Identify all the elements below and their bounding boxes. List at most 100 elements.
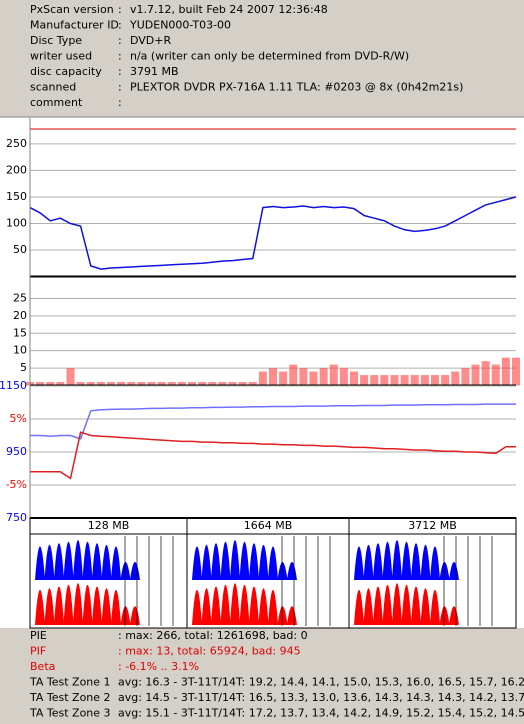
ta-histogram xyxy=(354,540,459,580)
summary-label: PIE xyxy=(30,629,47,642)
y-tick-label: 750 xyxy=(6,511,27,524)
bar xyxy=(46,382,55,386)
info-value: n/a (writer can only be determined from … xyxy=(130,50,409,63)
data-line xyxy=(30,403,516,440)
bar xyxy=(248,382,257,386)
bar xyxy=(329,364,338,386)
data-line xyxy=(29,196,517,270)
y-tick-label: 100 xyxy=(6,216,27,229)
bar xyxy=(400,375,409,386)
data-line xyxy=(30,431,516,480)
bar xyxy=(269,368,277,386)
y2-tick-label: 5% xyxy=(10,412,27,425)
bar xyxy=(339,368,348,386)
bar xyxy=(147,382,156,386)
bar xyxy=(137,382,146,386)
summary-value: avg: 16.3 - 3T-11T/14T: 19.2, 14.4, 14.1… xyxy=(118,676,524,689)
summary-value: avg: 14.5 - 3T-11T/14T: 16.5, 13.3, 13.0… xyxy=(118,691,524,704)
info-value: DVD+R xyxy=(130,34,171,47)
zone-label: 128 MB xyxy=(88,519,130,532)
info-separator: : xyxy=(118,65,122,78)
info-label: writer used xyxy=(30,50,92,63)
bar xyxy=(107,382,115,386)
zone-label: 1664 MB xyxy=(244,519,293,532)
info-separator: : xyxy=(118,34,122,47)
summary-label: TA Test Zone 2 xyxy=(29,691,111,704)
summary-value: avg: 15.1 - 3T-11T/14T: 17.2, 13.7, 13.4… xyxy=(118,707,524,720)
summary-value: : max: 13, total: 65924, bad: 945 xyxy=(118,645,301,658)
bar xyxy=(157,382,166,386)
summary-label: TA Test Zone 3 xyxy=(29,707,111,720)
y-tick-label: 20 xyxy=(13,309,27,322)
ta-histogram xyxy=(192,540,297,580)
info-label: comment xyxy=(30,96,83,109)
bar xyxy=(96,382,105,386)
info-label: disc capacity xyxy=(30,65,102,78)
bar xyxy=(56,382,65,386)
summary-value: : -6.1% .. 3.1% xyxy=(118,660,199,673)
bar xyxy=(309,371,318,386)
bar xyxy=(370,375,379,386)
bar xyxy=(431,375,439,386)
bar xyxy=(420,375,429,386)
bar xyxy=(501,357,510,386)
info-separator: : xyxy=(118,3,122,16)
bar xyxy=(350,371,358,386)
bar xyxy=(218,382,227,386)
bar xyxy=(238,382,247,386)
ta-histogram xyxy=(35,540,140,580)
bar xyxy=(66,368,75,386)
summary-label: Beta xyxy=(30,660,55,673)
y-tick-label: 150 xyxy=(6,190,27,203)
info-label: Disc Type xyxy=(30,34,82,47)
y-tick-label: 5 xyxy=(20,361,27,374)
summary-label: PIF xyxy=(30,645,46,658)
bar xyxy=(117,382,126,386)
info-separator: : xyxy=(118,19,122,32)
y-tick-label: 50 xyxy=(13,243,27,256)
bar xyxy=(76,382,85,386)
bar xyxy=(177,382,186,386)
bar xyxy=(410,375,419,386)
ta-histogram xyxy=(35,583,140,625)
bar xyxy=(390,375,399,386)
bar xyxy=(127,382,136,386)
bar xyxy=(299,368,308,386)
bar xyxy=(279,371,288,386)
y-tick-label: 10 xyxy=(13,344,27,357)
bar xyxy=(451,371,460,386)
bar xyxy=(228,382,237,386)
bar xyxy=(36,382,45,386)
info-value: YUDEN000-T03-00 xyxy=(129,19,231,32)
bar xyxy=(289,364,298,386)
bar xyxy=(188,382,196,386)
y-tick-label: 200 xyxy=(6,163,27,176)
y-tick-label: 15 xyxy=(13,326,27,339)
bar xyxy=(208,382,217,386)
bar xyxy=(441,375,450,386)
bar xyxy=(512,357,520,386)
y-tick-label: 1150 xyxy=(0,379,27,392)
ta-histogram xyxy=(354,583,459,625)
bar xyxy=(491,364,500,386)
info-separator: : xyxy=(118,81,122,94)
y-tick-label: 950 xyxy=(6,445,27,458)
bar xyxy=(471,364,480,386)
info-separator: : xyxy=(118,96,122,109)
info-label: scanned xyxy=(30,81,76,94)
y-tick-label: 250 xyxy=(6,137,27,150)
zone-frame xyxy=(29,517,517,629)
zone-label: 3712 MB xyxy=(408,519,457,532)
info-value: v1.7.12, built Feb 24 2007 12:36:48 xyxy=(130,3,328,16)
info-separator: : xyxy=(118,50,122,63)
summary-label: TA Test Zone 1 xyxy=(29,676,111,689)
y-tick-label: 25 xyxy=(13,291,27,304)
bar xyxy=(380,375,389,386)
ta-histogram xyxy=(192,583,297,625)
info-value: PLEXTOR DVDR PX-716A 1.11 TLA: #0203 @ 8… xyxy=(130,81,463,94)
bar xyxy=(258,371,267,386)
info-label: Manufacturer ID xyxy=(30,19,119,32)
info-label: PxScan version xyxy=(30,3,114,16)
